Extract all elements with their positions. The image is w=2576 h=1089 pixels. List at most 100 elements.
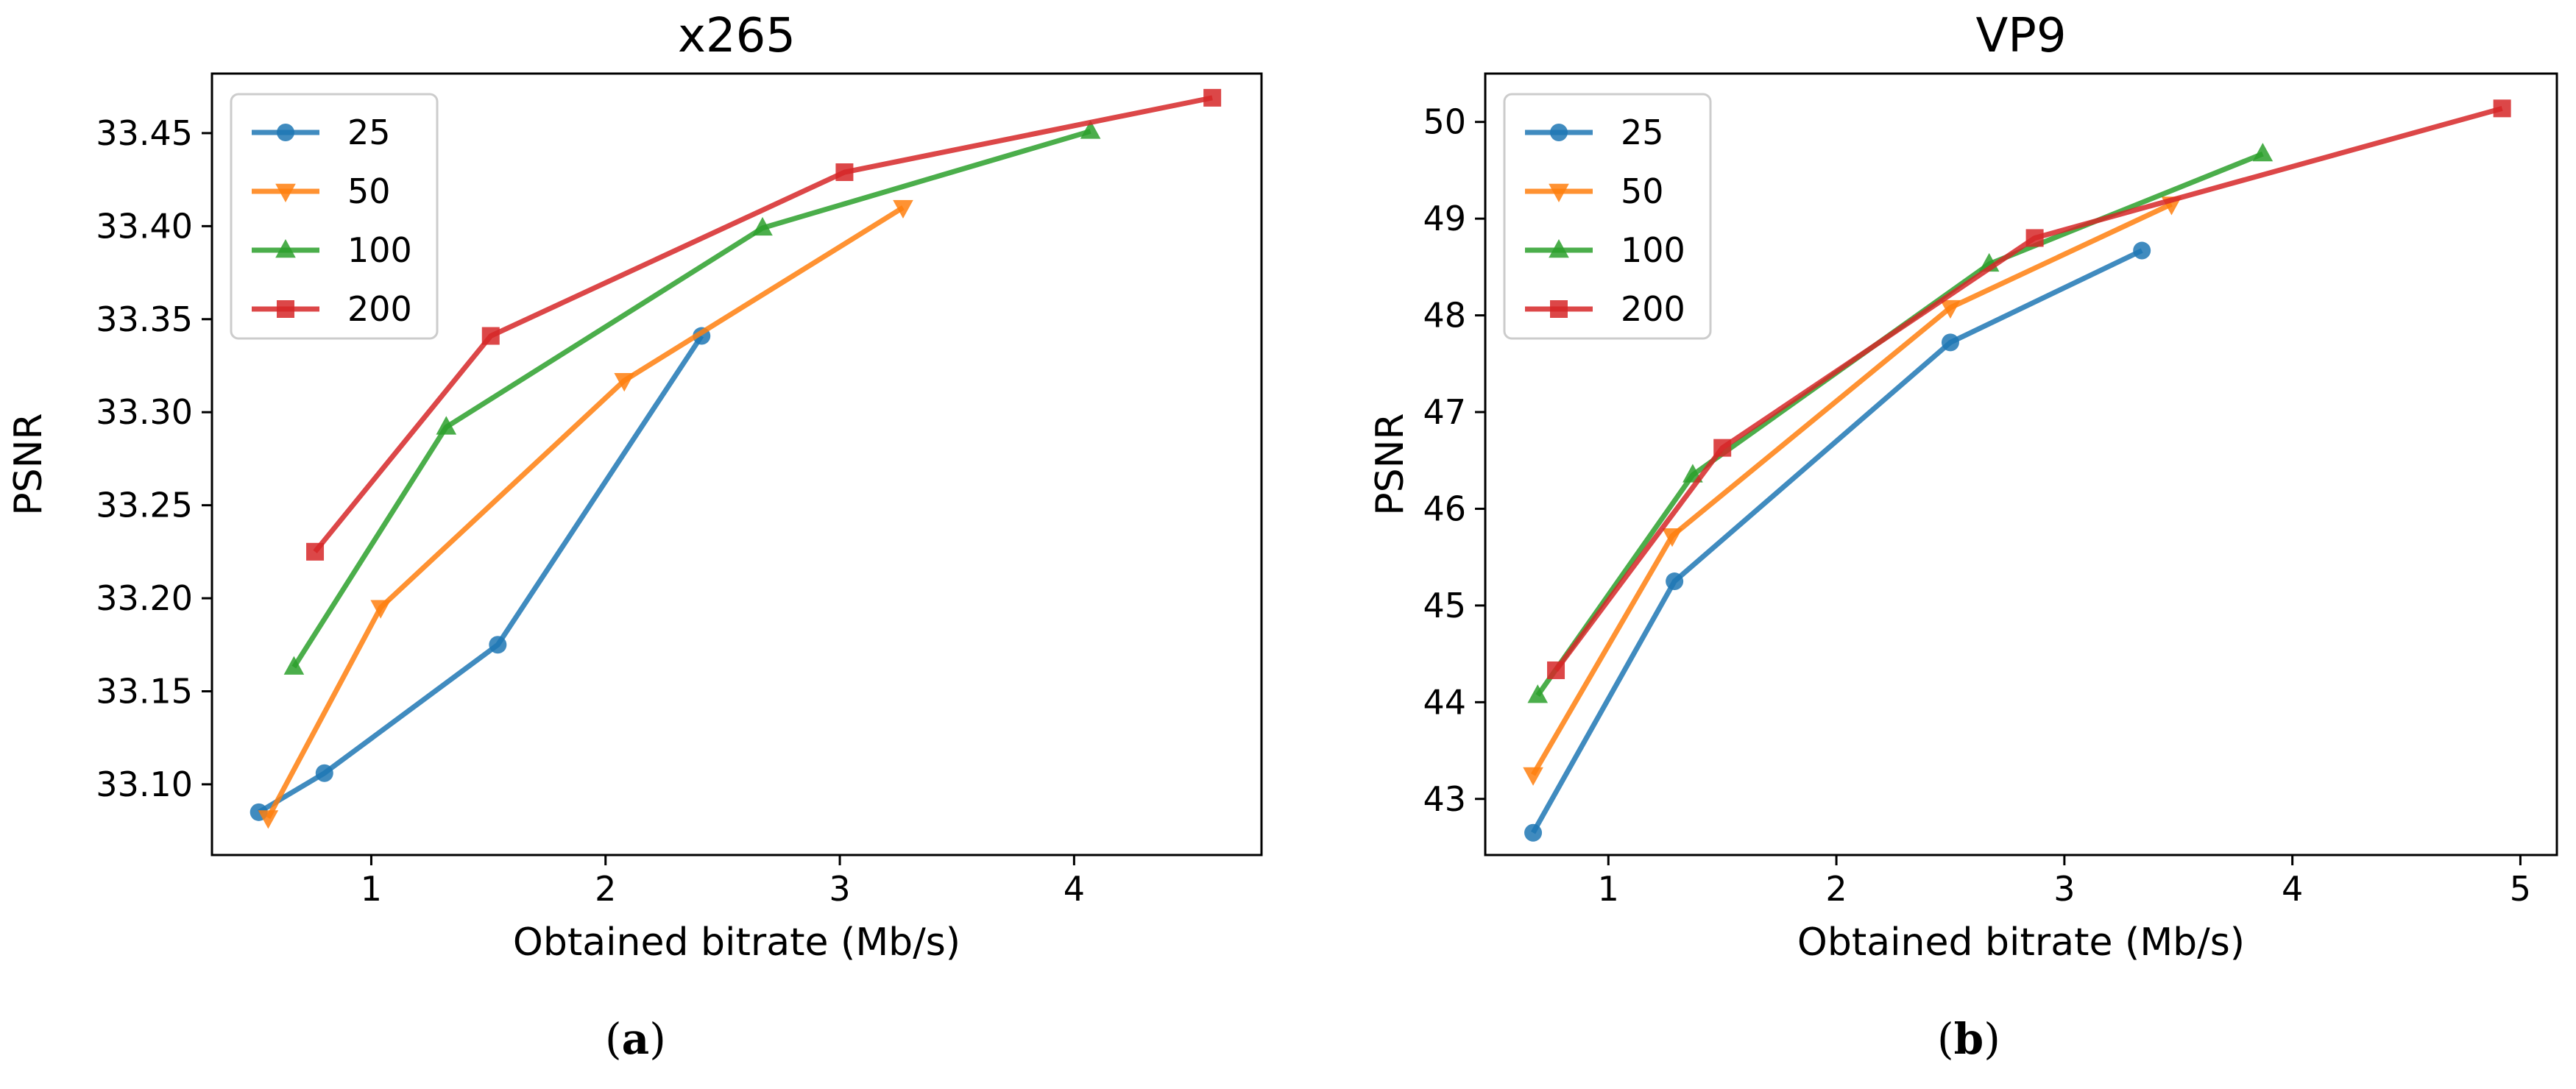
x-tick-label: 2 [1825,869,1847,909]
data-point [489,636,507,654]
y-axis-label: PSNR [1368,413,1412,515]
legend-label: 200 [347,289,412,329]
data-point [315,764,333,782]
series-50 [258,199,913,829]
data-point [283,656,305,675]
y-axis-label: PSNR [7,413,51,515]
x-tick-label: 3 [829,869,850,909]
data-point [752,216,773,236]
legend-marker [1550,300,1568,318]
x-tick-label: 4 [1064,869,1085,909]
legend-label: 100 [347,230,412,270]
data-point [1080,120,1101,139]
legend-marker [1549,183,1569,202]
y-tick-label: 33.25 [96,486,193,525]
data-point [2133,241,2151,260]
y-tick-label: 33.40 [96,206,193,246]
data-point [1666,572,1684,591]
legend-marker [1549,239,1569,258]
legend-marker [277,300,294,318]
series-line [291,129,1091,669]
legend-item: 25 [1525,113,1664,152]
data-point [481,327,500,345]
plot-frame [210,72,1263,856]
x-tick-label: 1 [361,869,382,909]
legend-item: 200 [1525,289,1685,329]
series-100 [283,120,1101,675]
legend-item: 25 [252,113,391,152]
data-point [2252,143,2274,162]
y-tick-label: 33.15 [96,671,193,711]
data-point [306,542,325,561]
legend-box [230,93,439,340]
data-point [1713,439,1732,457]
panel-caption-b: (b) [1937,1014,2000,1064]
x-tick-label: 4 [2282,869,2303,909]
chart-title: x265 [678,9,796,63]
data-point [893,199,913,219]
data-point [1941,333,1959,352]
y-tick-label: 47 [1423,392,1466,432]
data-point [1523,767,1543,786]
y-tick-label: 43 [1423,779,1466,819]
data-point [370,600,391,619]
legend-item: 100 [1525,230,1685,270]
y-tick-label: 45 [1423,586,1466,625]
panel-caption-a: (a) [605,1014,666,1064]
legend-marker [1550,124,1568,141]
legend: 25 50 100 200 [230,93,439,340]
legend-marker [277,124,294,141]
y-tick-label: 46 [1423,489,1466,528]
series-50 [1523,196,2182,786]
series-200 [306,88,1222,561]
data-point [1203,88,1222,107]
series-line [266,205,905,820]
legend-marker [275,183,296,202]
data-point [436,416,457,435]
legend-label: 100 [1621,230,1685,270]
data-point [835,163,854,182]
series-200 [1547,99,2511,679]
legend-marker [275,239,296,258]
legend-box [1503,93,1712,340]
series-25 [250,327,711,821]
legend-label: 50 [1621,171,1664,211]
legend-label: 25 [347,113,391,152]
data-point [258,810,279,829]
legend-label: 25 [1621,113,1664,152]
x-tick-label: 5 [2510,869,2531,909]
legend-item: 50 [252,171,391,211]
data-point [1547,661,1565,679]
x-tick-label: 3 [2053,869,2075,909]
y-tick-label: 50 [1423,102,1466,142]
data-point [1524,823,1543,842]
legend: 25 50 100 200 [1503,93,1712,340]
legend-label: 50 [347,171,391,211]
y-tick-label: 44 [1423,682,1466,722]
series-line [1531,248,2143,834]
x-axis-label: Obtained bitrate (Mb/s) [513,920,960,965]
data-point [614,373,635,392]
x-tick-label: 2 [595,869,616,909]
x-axis-label: Obtained bitrate (Mb/s) [1797,920,2245,965]
data-point [2025,229,2044,247]
y-tick-label: 33.30 [96,392,193,432]
y-tick-label: 49 [1423,199,1466,238]
legend-label: 200 [1621,289,1685,329]
y-tick-label: 48 [1423,296,1466,336]
series-line [313,95,1213,554]
series-line [1554,105,2503,673]
data-point [1527,684,1549,703]
series-25 [1524,241,2151,842]
chart-x265: x265 1 2 3 4 33.10 33.15 33.20 33.25 33.30 33.35 33… [7,9,1263,965]
y-tick-label: 33.35 [96,299,193,339]
legend-item: 200 [252,289,412,329]
legend-item: 100 [252,230,412,270]
legend-item: 50 [1525,171,1664,211]
plot-frame [1484,72,2558,856]
x-tick-label: 1 [1598,869,1619,909]
data-point [1662,528,1682,547]
series-line [257,334,704,815]
